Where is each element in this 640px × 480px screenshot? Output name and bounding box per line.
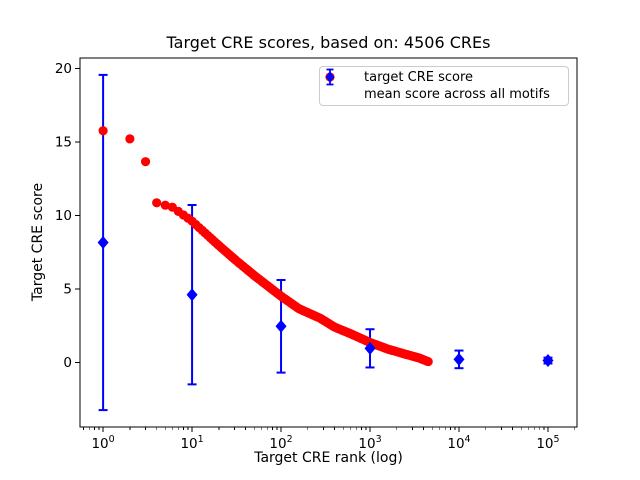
blue-data-point — [364, 341, 376, 355]
blue-data-point — [275, 319, 287, 333]
legend: target CRE score mean score across all m… — [319, 66, 569, 106]
target-cre-score-points — [98, 126, 433, 367]
x-axis-ticks: 100 101 102 103 104 105 — [91, 427, 560, 452]
mean-score-errorbars — [98, 73, 553, 412]
x-axis-label: Target CRE rank (log) — [254, 450, 403, 466]
red-data-point — [423, 356, 433, 367]
legend-entry-target-cre-score: target CRE score — [320, 69, 568, 86]
y-tick-label: 15 — [55, 134, 72, 150]
y-tick-label: 20 — [55, 61, 72, 77]
blue-data-point — [186, 288, 198, 302]
legend-label: target CRE score — [364, 69, 474, 85]
y-axis-ticks: 0 5 10 15 20 — [55, 61, 80, 371]
blue-data-point — [453, 352, 465, 366]
axes-spines — [79, 57, 578, 428]
y-axis-label: Target CRE score — [30, 182, 46, 302]
y-tick-label: 10 — [55, 208, 72, 224]
red-data-point — [160, 200, 170, 210]
y-tick-label: 0 — [63, 355, 72, 371]
y-tick-label: 5 — [63, 281, 72, 297]
legend-label: mean score across all motifs — [364, 86, 550, 102]
chart-title: Target CRE scores, based on: 4506 CREs — [166, 33, 491, 52]
red-data-point — [98, 126, 108, 136]
mean-score-diamonds — [97, 236, 554, 368]
red-data-point — [125, 134, 135, 144]
legend-entry-mean-score: mean score across all motifs — [320, 68, 568, 103]
red-data-point — [152, 198, 162, 208]
red-data-point — [140, 157, 151, 167]
x-axis-minor-ticks — [82, 427, 576, 430]
blue-data-point — [97, 236, 109, 249]
blue-data-point — [542, 354, 554, 368]
